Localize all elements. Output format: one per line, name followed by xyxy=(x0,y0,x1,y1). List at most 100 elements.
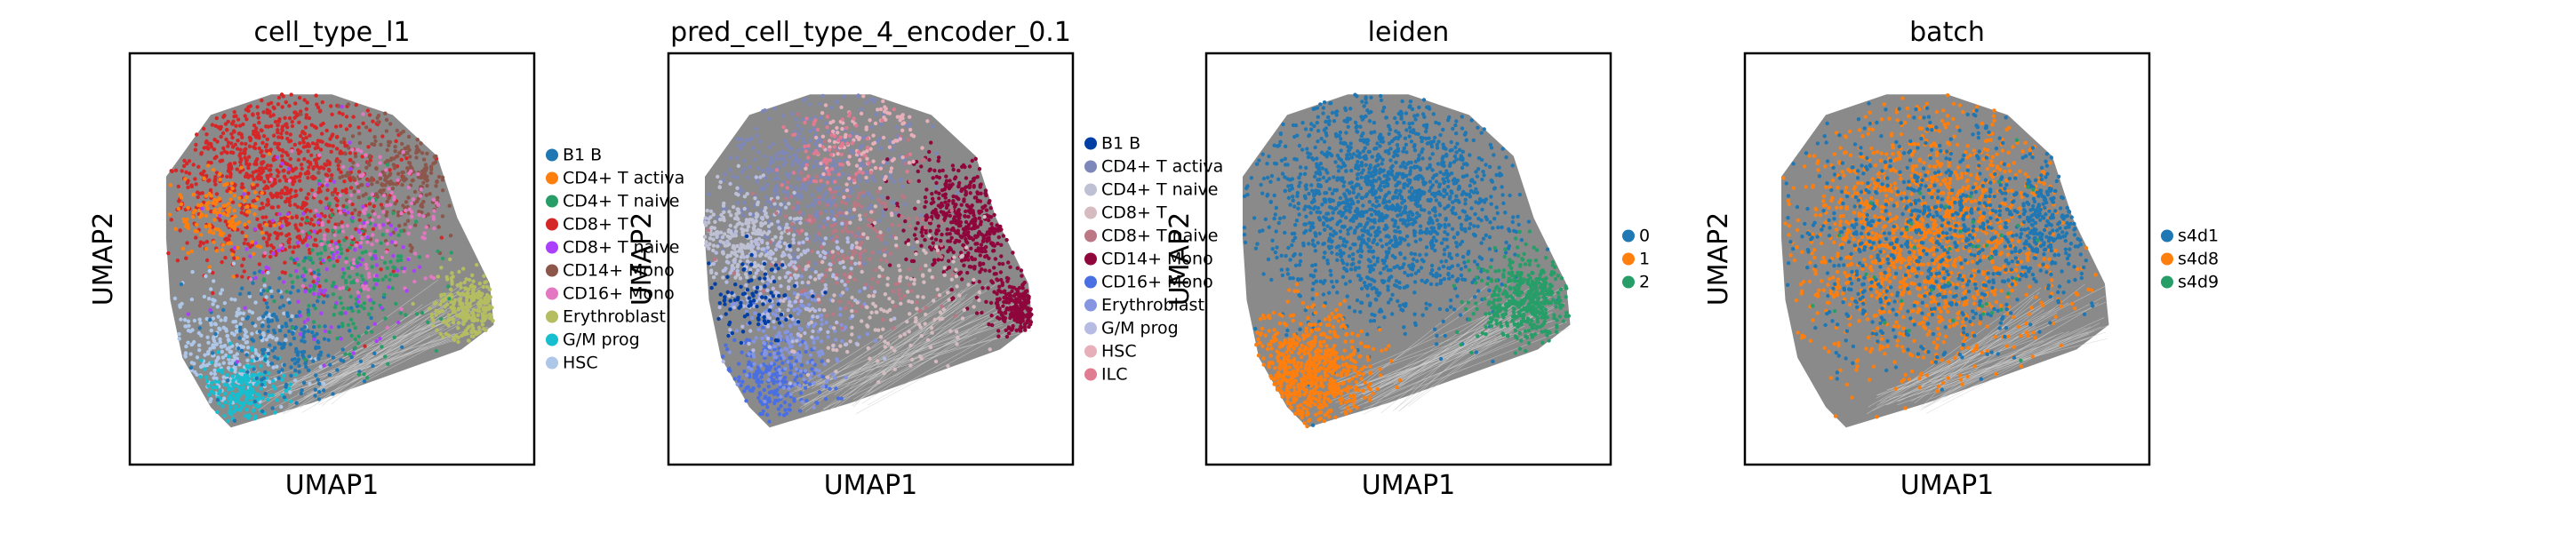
cell-point xyxy=(204,224,208,229)
cell-point xyxy=(978,253,983,258)
cell-point xyxy=(927,157,932,163)
cell-point xyxy=(264,124,268,129)
cell-point xyxy=(211,290,215,296)
cell-point xyxy=(262,283,267,288)
cell-point xyxy=(977,167,982,171)
cell-point xyxy=(460,292,464,297)
cell-point xyxy=(381,193,387,198)
cell-point xyxy=(302,238,308,243)
cell-point xyxy=(966,214,971,219)
cell-point xyxy=(244,117,249,122)
cell-point xyxy=(780,353,785,358)
cell-point xyxy=(793,129,797,134)
cell-point xyxy=(214,192,220,196)
cell-point xyxy=(981,205,986,211)
cell-point xyxy=(253,347,258,353)
cell-point xyxy=(773,156,779,162)
cell-point xyxy=(1010,289,1014,294)
cell-point xyxy=(944,179,949,183)
cell-point xyxy=(1001,304,1005,308)
cell-point xyxy=(314,345,318,349)
cell-point xyxy=(300,229,305,234)
cell-point xyxy=(215,305,220,309)
cell-point xyxy=(341,203,346,209)
cell-point xyxy=(836,192,842,196)
cell-point xyxy=(388,181,392,187)
cell-point xyxy=(364,192,368,196)
cell-point xyxy=(388,223,394,227)
cell-point xyxy=(317,153,322,157)
cell-point xyxy=(340,285,346,290)
cell-point xyxy=(310,330,315,335)
cell-point xyxy=(286,171,291,175)
cell-point xyxy=(723,243,728,248)
cell-point xyxy=(228,405,233,410)
cell-point xyxy=(743,272,748,276)
cell-point xyxy=(828,203,833,208)
cell-point xyxy=(220,151,224,155)
cell-point xyxy=(711,212,716,217)
cell-point xyxy=(824,121,828,125)
cell-point xyxy=(212,147,217,152)
cell-point xyxy=(421,157,427,162)
cell-point xyxy=(348,151,353,155)
cell-point xyxy=(356,185,361,189)
cell-point xyxy=(833,163,837,167)
graph-edge xyxy=(282,288,474,413)
cell-point xyxy=(456,339,460,345)
cell-point xyxy=(296,228,300,233)
cell-point xyxy=(358,224,363,229)
cell-point xyxy=(789,344,795,348)
cell-point xyxy=(241,311,246,315)
cell-point xyxy=(335,368,340,372)
cell-point xyxy=(449,299,453,304)
cell-point xyxy=(267,219,272,224)
cell-point xyxy=(934,231,939,235)
cell-point xyxy=(1020,295,1025,299)
cell-point xyxy=(706,228,711,233)
cell-point xyxy=(312,324,316,330)
cell-point xyxy=(285,196,290,201)
graph-edge xyxy=(297,291,449,408)
cell-point xyxy=(244,195,249,200)
cell-point xyxy=(864,170,868,174)
cell-point xyxy=(394,182,399,187)
cell-point xyxy=(745,373,749,378)
cell-point xyxy=(275,398,279,402)
cell-point xyxy=(188,365,194,370)
cell-point xyxy=(227,187,231,191)
cell-point xyxy=(805,360,810,365)
cell-point xyxy=(876,235,881,239)
cell-point xyxy=(251,182,255,187)
legend-marker xyxy=(546,264,558,277)
cell-point xyxy=(448,257,452,262)
graph-edge xyxy=(318,334,456,406)
cell-point xyxy=(776,341,780,346)
cell-point xyxy=(338,243,342,248)
cell-point xyxy=(316,381,322,386)
cell-point xyxy=(997,289,1002,293)
cell-point xyxy=(945,227,950,232)
cell-point xyxy=(256,115,260,120)
cell-point xyxy=(779,356,784,361)
cell-point xyxy=(227,354,231,359)
cell-point xyxy=(314,209,318,213)
cell-point xyxy=(894,125,899,130)
cell-point xyxy=(284,131,289,135)
cell-point xyxy=(307,248,312,252)
cell-point xyxy=(267,234,271,238)
cell-point xyxy=(434,348,438,354)
cell-point xyxy=(259,386,263,391)
cell-point xyxy=(406,195,411,200)
cell-point xyxy=(218,327,222,331)
cell-point xyxy=(253,300,258,305)
cell-point xyxy=(962,263,966,267)
cell-point xyxy=(477,281,483,286)
cell-point xyxy=(400,345,404,349)
cell-point xyxy=(269,184,274,188)
cell-point xyxy=(292,356,297,362)
cell-point xyxy=(763,353,767,357)
cell-point xyxy=(372,322,377,326)
cell-point xyxy=(266,270,270,275)
cell-point xyxy=(740,137,744,142)
